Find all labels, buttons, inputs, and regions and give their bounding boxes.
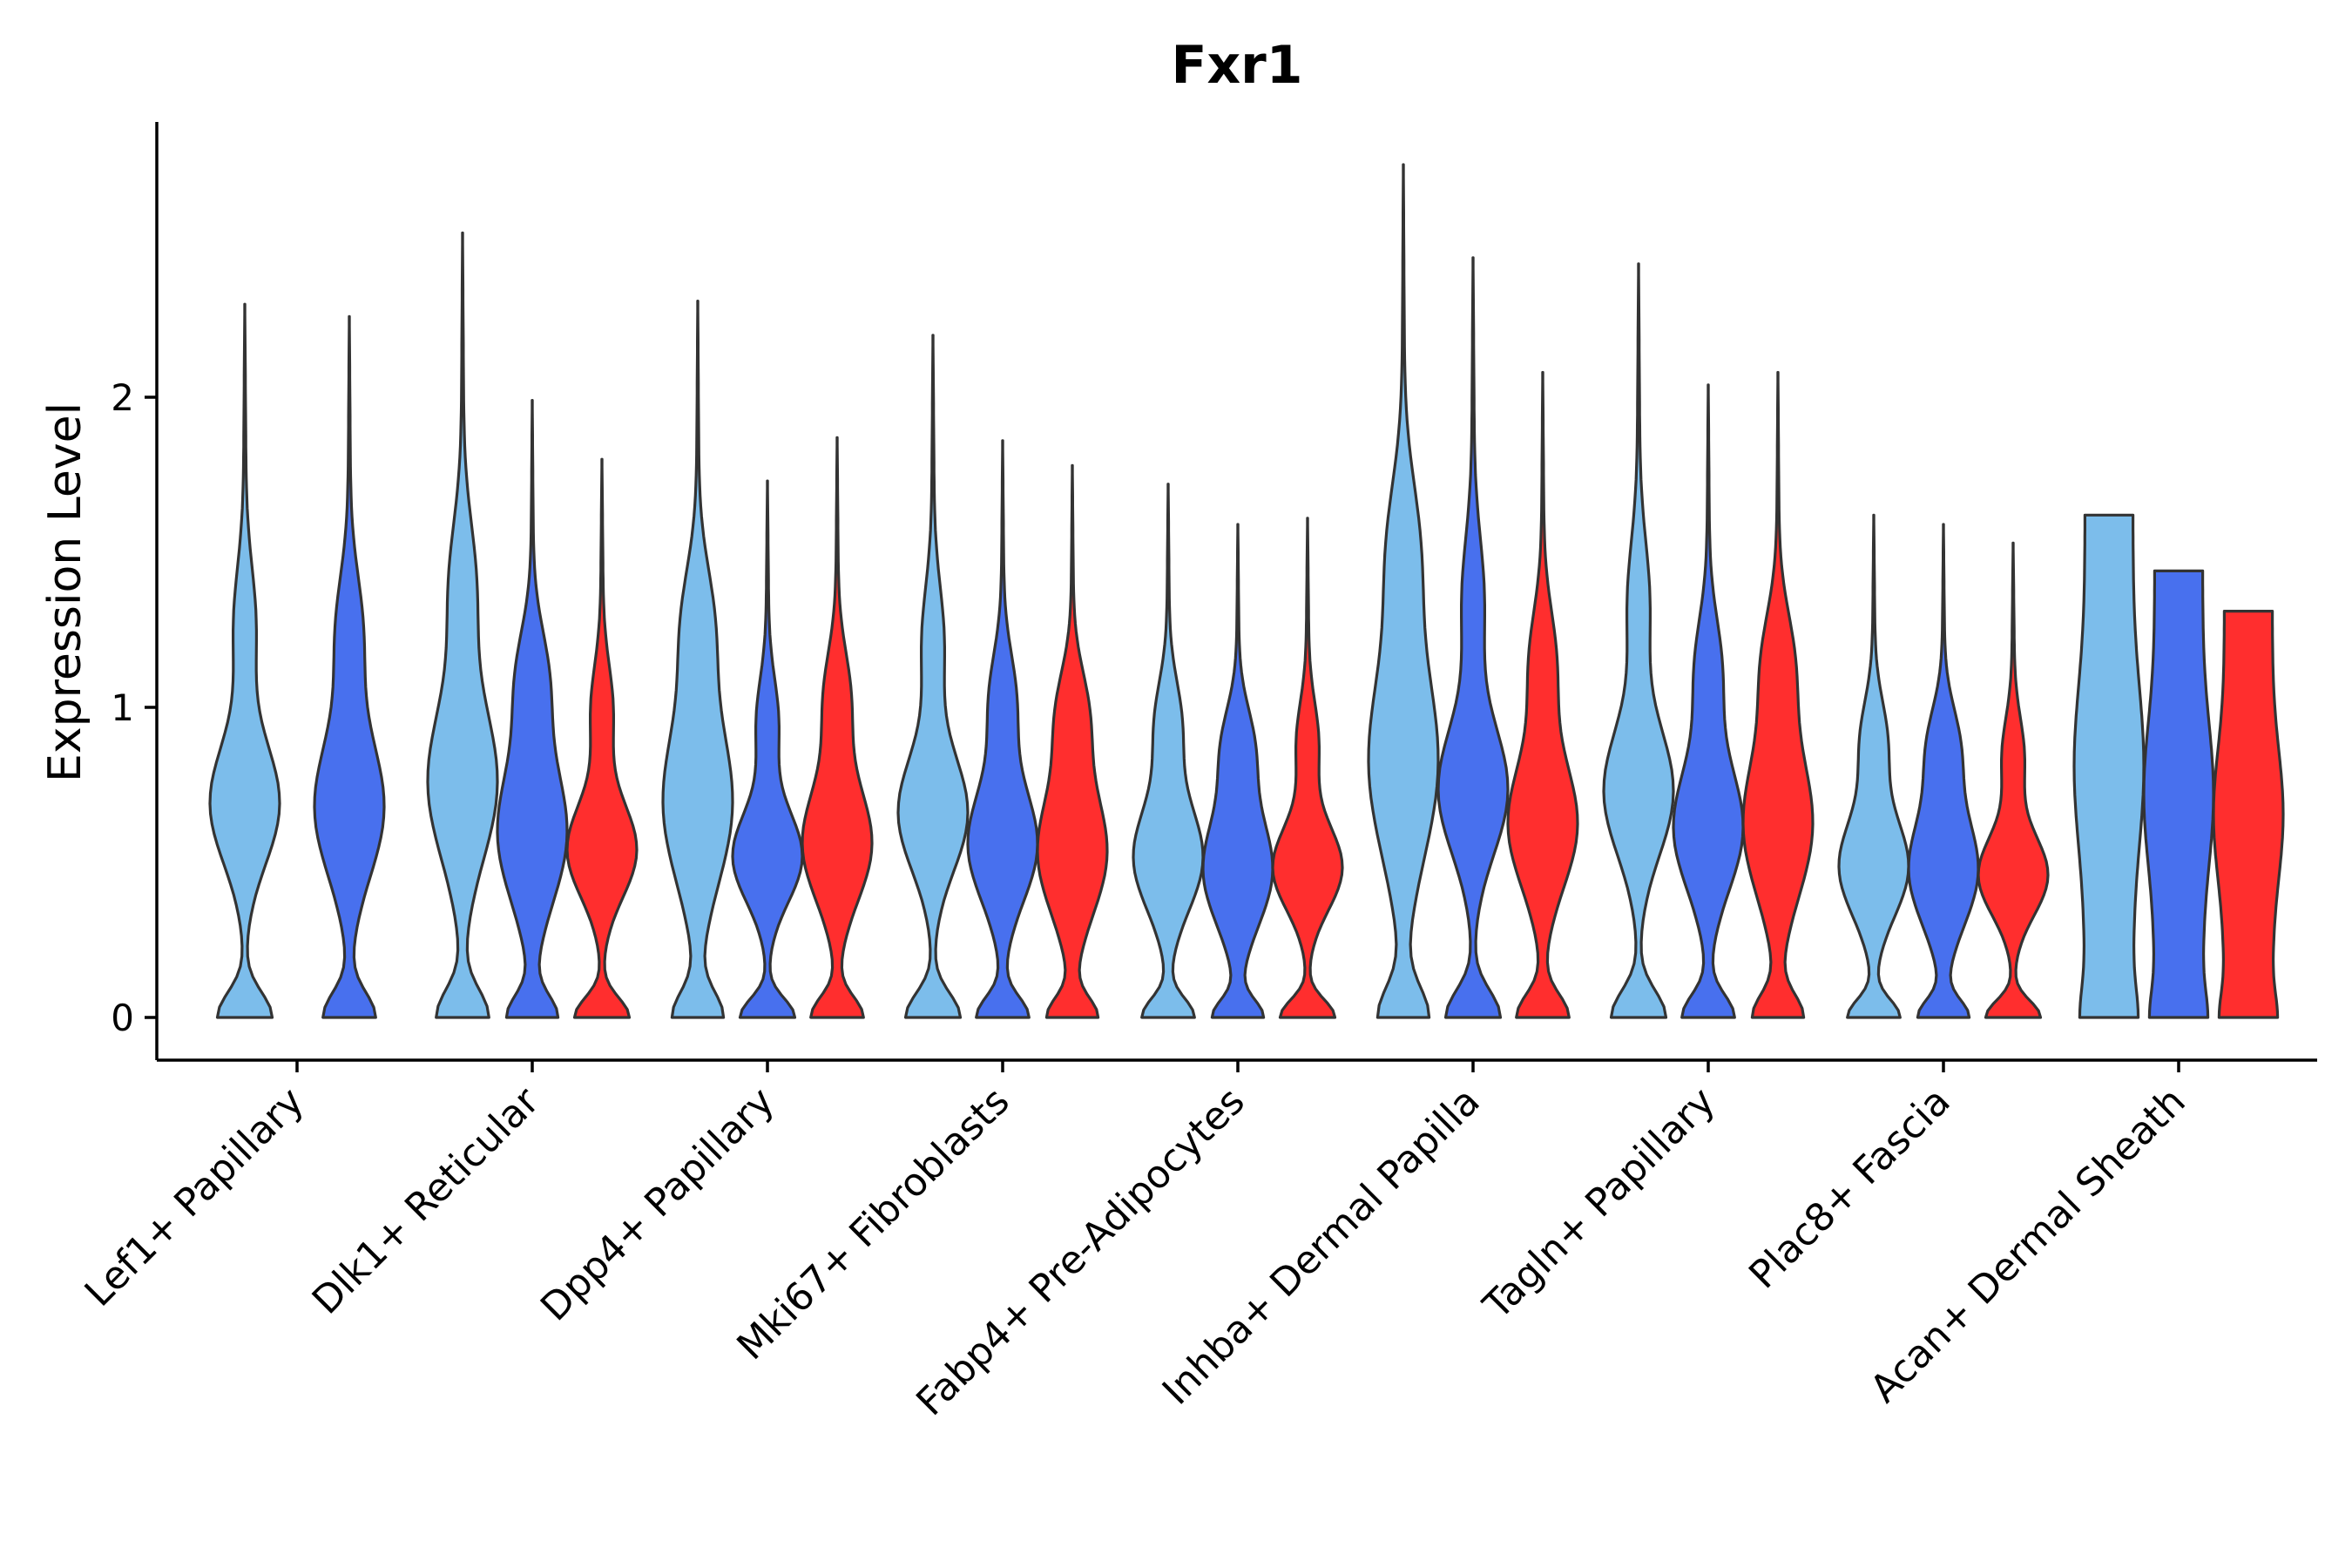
violin-group1 (896, 334, 970, 1019)
violin-group2 (1436, 256, 1510, 1019)
violin-group3 (1977, 541, 2050, 1019)
y-tick-label: 1 (111, 686, 134, 729)
y-tick-label: 0 (111, 997, 134, 1039)
violin-group3 (801, 436, 874, 1019)
violin-group3 (1271, 517, 1344, 1019)
violin-group1 (2072, 513, 2146, 1019)
x-tick-label: Dpp4+ Papillary (532, 1079, 783, 1330)
violin-group3 (1741, 370, 1815, 1019)
violin-group2 (1907, 523, 1980, 1019)
violin-group2 (731, 479, 804, 1019)
chart-title: Fxr1 (1171, 35, 1302, 96)
violin-group1 (1602, 262, 1675, 1019)
violin-group2 (313, 314, 386, 1019)
violin-group1 (208, 302, 281, 1019)
y-axis-label: Expression Level (39, 402, 91, 782)
violins-layer (208, 163, 2285, 1019)
y-tick-label: 2 (111, 376, 134, 419)
x-tick-label: Lef1+ Papillary (77, 1079, 313, 1315)
violin-group2 (2142, 569, 2215, 1019)
violin-group3 (2212, 610, 2285, 1019)
violin-group3 (565, 457, 639, 1019)
violin-group1 (1132, 483, 1205, 1019)
x-tick-label: Plac8+ Fascia (1740, 1079, 1959, 1298)
violin-group2 (1201, 523, 1274, 1019)
violin-group1 (1837, 513, 1910, 1019)
violin-group3 (1036, 463, 1109, 1019)
violin-group2 (496, 399, 569, 1019)
x-tick-label: Tagln+ Papillary (1475, 1079, 1724, 1328)
x-tick-label: Dlk1+ Reticular (304, 1078, 549, 1323)
violin-group2 (966, 439, 1039, 1019)
violin-group2 (1672, 383, 1745, 1019)
violin-group1 (426, 231, 499, 1019)
violin-group1 (1367, 163, 1440, 1019)
violin-group3 (1506, 370, 1579, 1019)
violin-group1 (661, 300, 734, 1019)
